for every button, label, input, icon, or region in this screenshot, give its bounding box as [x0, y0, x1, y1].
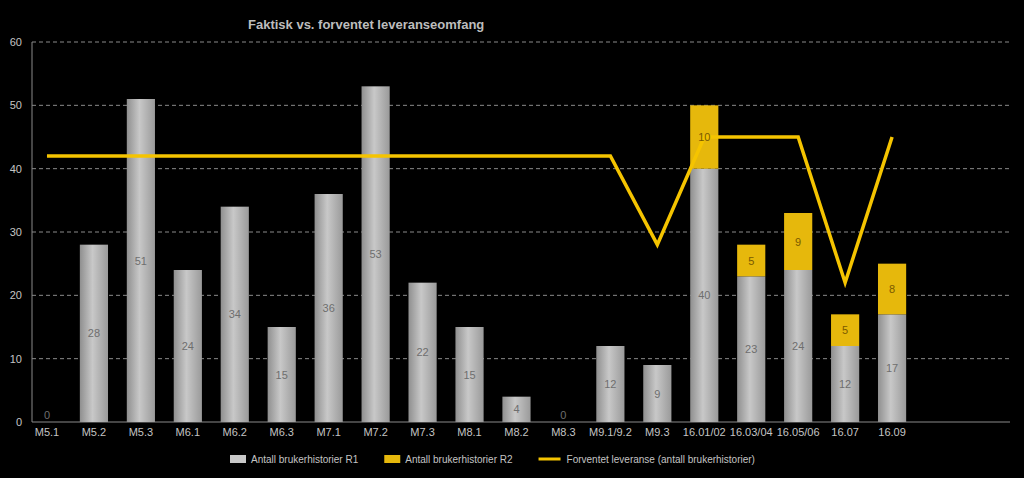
data-label: 4 — [513, 403, 519, 415]
legend: Antall brukerhistorier R1 Antall brukerhi… — [230, 454, 755, 465]
grid-line — [32, 168, 1010, 169]
data-labels: 0285124341536532215401294023241217105958 — [44, 131, 898, 421]
grid-line — [32, 42, 1010, 43]
data-label: 40 — [698, 289, 710, 301]
x-tick-label: M6.2 — [223, 426, 247, 438]
bar — [831, 346, 859, 422]
x-tick-label: M6.1 — [176, 426, 200, 438]
bar — [268, 327, 296, 422]
x-tick-label: 16.01/02 — [683, 426, 726, 438]
x-tick-label: M5.2 — [82, 426, 106, 438]
x-tick-label: 16.03/04 — [730, 426, 773, 438]
y-tick-label: 10 — [10, 353, 22, 365]
marks — [47, 86, 906, 422]
data-label: 36 — [323, 302, 335, 314]
bar — [362, 86, 390, 422]
bar — [127, 99, 155, 422]
bar — [174, 270, 202, 422]
bar — [455, 327, 483, 422]
data-label: 24 — [792, 340, 804, 352]
data-label: 5 — [748, 255, 754, 267]
bar — [549, 422, 577, 423]
x-tick-label: M8.3 — [551, 426, 575, 438]
line — [47, 137, 892, 283]
legend-label: Antall brukerhistorier R2 — [405, 454, 513, 465]
title: Faktisk vs. forventet leveranseomfang — [248, 17, 484, 32]
bar — [878, 314, 906, 422]
bar — [33, 422, 61, 423]
data-label: 23 — [745, 343, 757, 355]
x-tick-label: 16.05/06 — [777, 426, 820, 438]
data-label: 28 — [88, 327, 100, 339]
bar — [408, 283, 436, 422]
legend-label: Forventet leveranse (antall brukerhistor… — [567, 454, 755, 465]
legend-swatch — [230, 455, 246, 463]
bar — [784, 213, 812, 270]
x-tick-label: 16.09 — [878, 426, 906, 438]
data-label: 15 — [276, 369, 288, 381]
data-label: 15 — [463, 369, 475, 381]
legend-label: Antall brukerhistorier R1 — [251, 454, 359, 465]
data-label: 0 — [44, 409, 50, 421]
x-tick-label: M5.3 — [129, 426, 153, 438]
bar — [315, 194, 343, 422]
bar — [737, 245, 765, 277]
y-tick-label: 40 — [10, 163, 22, 175]
data-label: 12 — [839, 378, 851, 390]
y-tick-label: 60 — [10, 36, 22, 48]
bar — [737, 276, 765, 422]
y-tick-label: 50 — [10, 99, 22, 111]
x-tick-label: M9.1/9.2 — [589, 426, 632, 438]
legend-swatch — [539, 458, 561, 461]
bar — [643, 365, 671, 422]
y-axis — [32, 42, 33, 422]
grid-line — [32, 105, 1010, 106]
data-label: 5 — [842, 324, 848, 336]
bar — [221, 207, 249, 422]
x-tick-label: M6.3 — [269, 426, 293, 438]
data-label: 9 — [654, 388, 660, 400]
bar — [831, 314, 859, 346]
data-label: 51 — [135, 255, 147, 267]
y-tick-label: 30 — [10, 226, 22, 238]
data-label: 34 — [229, 308, 241, 320]
y-tick-label: 20 — [10, 289, 22, 301]
x-tick-label: M8.2 — [504, 426, 528, 438]
data-label: 8 — [889, 283, 895, 295]
chart: Faktisk vs. forventet leveranseomfang 0 10… — [0, 0, 1024, 478]
bar — [784, 270, 812, 422]
x-tick-label: M7.1 — [316, 426, 340, 438]
data-label: 22 — [416, 346, 428, 358]
data-label: 9 — [795, 236, 801, 248]
data-label: 17 — [886, 362, 898, 374]
data-label: 10 — [698, 131, 710, 143]
y-tick-label: 0 — [16, 416, 22, 428]
bar — [596, 346, 624, 422]
data-label: 12 — [604, 378, 616, 390]
x-tick-label: M7.3 — [410, 426, 434, 438]
data-label: 0 — [560, 409, 566, 421]
bar — [878, 264, 906, 315]
legend-swatch — [384, 455, 400, 463]
bar — [690, 169, 718, 422]
bar — [502, 397, 530, 422]
x-tick-label: M7.2 — [363, 426, 387, 438]
x-tick-label: M9.3 — [645, 426, 669, 438]
data-label: 53 — [370, 248, 382, 260]
x-tick-label: M8.1 — [457, 426, 481, 438]
x-tick-label: M5.1 — [35, 426, 59, 438]
bar — [80, 245, 108, 422]
data-label: 24 — [182, 340, 194, 352]
x-tick-label: 16.07 — [831, 426, 859, 438]
